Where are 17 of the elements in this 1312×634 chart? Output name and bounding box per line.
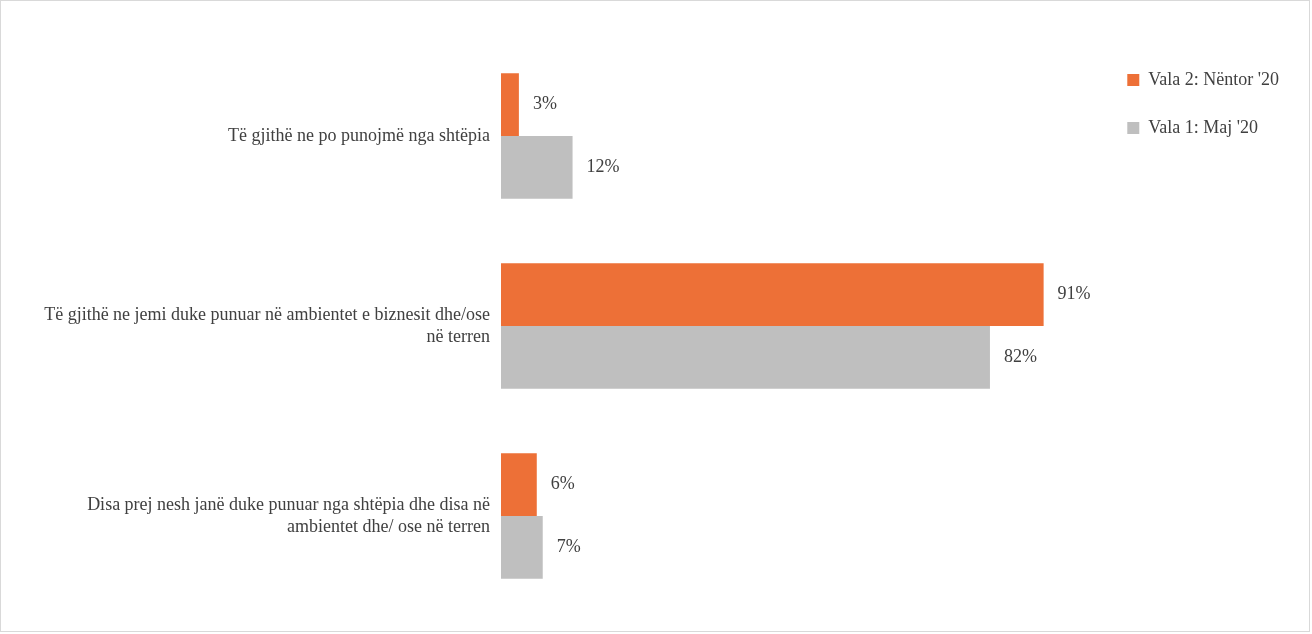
- bar: [501, 263, 1044, 326]
- y-tick-label: Të gjithë ne jemi duke punuar në ambientet e biznesit dhe/ose në terren: [44, 303, 490, 346]
- legend-label: Vala 1: Maj '20: [1148, 116, 1259, 137]
- data-label: 6%: [550, 473, 575, 494]
- bar: [501, 516, 543, 579]
- bar: [501, 453, 537, 516]
- bar: [501, 136, 573, 199]
- data-label: 3%: [532, 93, 557, 114]
- bar: [501, 326, 990, 389]
- data-label: 91%: [1057, 283, 1091, 304]
- bar: [501, 73, 519, 136]
- y-tick-label: Disa prej nesh janë duke punuar nga shtëpia dhe disa në ambientet dhe/ ose në terren: [87, 493, 491, 536]
- data-label: 7%: [556, 536, 581, 557]
- data-label: 82%: [1003, 346, 1037, 367]
- data-label: 12%: [586, 156, 620, 177]
- y-tick-label: Të gjithë ne po punojmë nga shtëpia: [228, 124, 490, 145]
- legend-label: Vala 2: Nëntor '20: [1148, 68, 1280, 89]
